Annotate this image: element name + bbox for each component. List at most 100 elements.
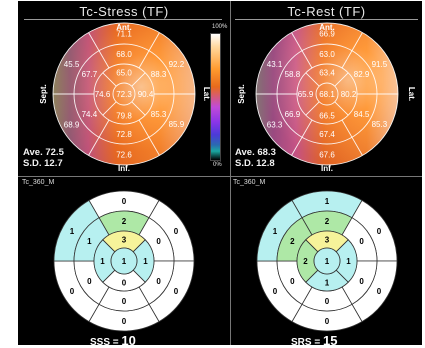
colorbar-bottom-label: 0% bbox=[213, 162, 222, 168]
rest-score-outer-val-2: 0 bbox=[377, 287, 382, 296]
stress-value-mid-2: 85.3 bbox=[151, 110, 167, 119]
rest-score-outer-val-0: 1 bbox=[325, 197, 330, 206]
stress-title-rule bbox=[24, 19, 222, 20]
stress-score-outer-val-5: 1 bbox=[70, 227, 75, 236]
rest-score-outer-val-4: 0 bbox=[273, 287, 278, 296]
stress-score-mid-val-2: 0 bbox=[156, 277, 161, 286]
segment-divider bbox=[102, 72, 117, 87]
stress-value-outer-5: 45.5 bbox=[64, 60, 80, 69]
rest-value-inner-3: 65.9 bbox=[298, 90, 314, 99]
stress-score-apex-seg[interactable] bbox=[110, 247, 138, 275]
stress-score-map[interactable]: 0 0 0 0 0 1 2 0 0 0 0 1 3 1 0 1 1 bbox=[18, 177, 230, 345]
rest-ave: Ave. 68.3 bbox=[235, 147, 276, 158]
stress-score-mid-val-1: 0 bbox=[156, 237, 161, 246]
rest-score-outer-val-3: 0 bbox=[325, 317, 330, 326]
rest-score-inner-val-1: 1 bbox=[346, 257, 351, 266]
rest-score-caption: Tc_360_M bbox=[233, 179, 266, 186]
rest-score-values: 1 0 0 0 0 1 2 0 0 0 0 2 3 1 1 2 1 bbox=[273, 197, 382, 326]
stress-score-inner-val-0: 3 bbox=[122, 236, 127, 245]
stress-segment-lines bbox=[53, 32, 195, 156]
stress-value-mid-5: 67.7 bbox=[82, 70, 98, 79]
panel-divider-horizontal bbox=[18, 176, 422, 177]
segment-divider bbox=[131, 72, 146, 87]
rest-sept-label: Sept. bbox=[237, 84, 246, 104]
stress-score-apex-val: 1 bbox=[122, 257, 127, 266]
rest-polar-panel: Tc-Rest (TF) 66.9 9 bbox=[231, 1, 422, 176]
segment-divider bbox=[88, 32, 110, 69]
stress-score-outer-val-3: 0 bbox=[122, 317, 127, 326]
stress-value-mid-3: 72.8 bbox=[116, 130, 132, 139]
segment-divider bbox=[138, 32, 160, 69]
segment-divider bbox=[138, 119, 160, 156]
stress-value-inner-3: 74.6 bbox=[95, 90, 111, 99]
rest-value-outer-3: 67.6 bbox=[319, 151, 335, 160]
rest-score-inner-val-2: 1 bbox=[325, 279, 330, 288]
stress-value-inner-2: 79.8 bbox=[116, 112, 132, 121]
stress-score-mid-val-3: 0 bbox=[122, 297, 127, 306]
stress-polar-panel: Tc-Stress (TF) bbox=[18, 1, 230, 176]
rest-score-inner-val-0: 3 bbox=[325, 236, 330, 245]
rest-values: 66.9 91.5 85.3 67.6 63.3 43.1 63.0 82.9 84.5 67.4… bbox=[267, 30, 388, 160]
segment-divider bbox=[291, 119, 313, 156]
rest-score-segments bbox=[256, 190, 398, 332]
rest-score-mid-val-1: 0 bbox=[359, 237, 364, 246]
segment-divider bbox=[334, 72, 349, 87]
segment-divider bbox=[341, 32, 363, 69]
rest-segment-lines bbox=[256, 32, 398, 156]
stress-lat-label: Lat. bbox=[202, 87, 211, 101]
stress-score-inner-val-1: 1 bbox=[143, 257, 148, 266]
rest-value-mid-1: 82.9 bbox=[354, 70, 370, 79]
stress-score-total: SSS = 10 bbox=[90, 333, 136, 348]
stress-value-outer-4: 68.9 bbox=[64, 120, 80, 129]
rest-value-mid-4: 66.9 bbox=[285, 110, 301, 119]
rest-value-mid-2: 84.5 bbox=[354, 110, 370, 119]
rest-value-mid-0: 63.0 bbox=[319, 50, 335, 59]
stress-score-values: 0 0 0 0 0 1 2 0 0 0 0 1 3 1 0 1 1 bbox=[70, 197, 179, 326]
stress-value-outer-2: 85.9 bbox=[169, 120, 185, 129]
rest-score-mid-val-5: 2 bbox=[290, 237, 295, 246]
segment-divider bbox=[341, 119, 363, 156]
rest-value-outer-4: 63.3 bbox=[267, 120, 283, 129]
rest-polar-map[interactable]: 66.9 91.5 85.3 67.6 63.3 43.1 63.0 82.9 84.5 67.4… bbox=[231, 1, 422, 176]
stress-value-outer-0: 71.1 bbox=[116, 30, 132, 39]
stress-score-outer-val-0: 0 bbox=[122, 197, 127, 206]
stress-score-outer-val-1: 0 bbox=[174, 227, 179, 236]
rest-inf-label: Inf. bbox=[321, 164, 333, 173]
rest-score-outer-val-1: 0 bbox=[377, 227, 382, 236]
stress-score-panel: Tc_360_M 0 0 0 0 0 1 2 0 0 0 0 1 3 1 0 1 1 SSS = 10 bbox=[18, 177, 230, 348]
rest-value-outer-2: 85.3 bbox=[372, 120, 388, 129]
rest-title: Tc-Rest (TF) bbox=[287, 4, 366, 19]
segment-divider bbox=[291, 32, 313, 69]
stress-inf-label: Inf. bbox=[118, 164, 130, 173]
stress-score-mid-val-0: 2 bbox=[122, 217, 127, 226]
rest-ant-label: Ant. bbox=[319, 23, 335, 32]
rest-score-mid-val-3: 0 bbox=[325, 297, 330, 306]
stress-ave: Ave. 72.5 bbox=[23, 147, 64, 158]
rest-value-apex: 68.1 bbox=[319, 90, 335, 99]
rest-score-inner-val-3: 2 bbox=[303, 257, 308, 266]
segment-divider bbox=[305, 72, 320, 87]
segment-divider bbox=[305, 101, 320, 116]
rest-value-outer-0: 66.9 bbox=[319, 30, 335, 39]
rest-value-inner-1: 80.2 bbox=[341, 90, 357, 99]
rest-score-mid-val-0: 2 bbox=[325, 217, 330, 226]
rest-title-rule bbox=[235, 19, 418, 20]
stress-value-outer-1: 92.2 bbox=[169, 60, 185, 69]
stress-value-mid-4: 74.4 bbox=[82, 110, 98, 119]
stress-value-inner-1: 90.4 bbox=[138, 90, 154, 99]
stress-value-inner-0: 65.0 bbox=[116, 69, 132, 78]
rest-lat-label: Lat. bbox=[407, 87, 416, 101]
rest-score-apex-seg[interactable] bbox=[313, 247, 341, 275]
stress-values: 71.1 92.2 85.9 72.6 68.9 45.5 68.0 88.3 85.3 72.8… bbox=[64, 30, 185, 160]
stress-value-apex: 72.3 bbox=[116, 90, 132, 99]
stress-score-inner-val-3: 1 bbox=[100, 257, 105, 266]
segment-divider bbox=[88, 119, 110, 156]
rest-value-inner-2: 66.5 bbox=[319, 112, 335, 121]
rest-score-map[interactable]: 1 0 0 0 0 1 2 0 0 0 0 2 3 1 1 2 1 bbox=[231, 177, 422, 345]
colorbar-top-label: 100% bbox=[212, 24, 228, 30]
rest-value-outer-5: 43.1 bbox=[267, 60, 283, 69]
stress-polar-map[interactable]: 71.1 92.2 85.9 72.6 68.9 45.5 68.0 88.3 85.3 72.8… bbox=[18, 1, 230, 176]
stress-score-caption: Tc_360_M bbox=[22, 179, 55, 186]
rest-score-total: SRS = 15 bbox=[291, 333, 338, 348]
stress-title: Tc-Stress (TF) bbox=[79, 4, 169, 19]
